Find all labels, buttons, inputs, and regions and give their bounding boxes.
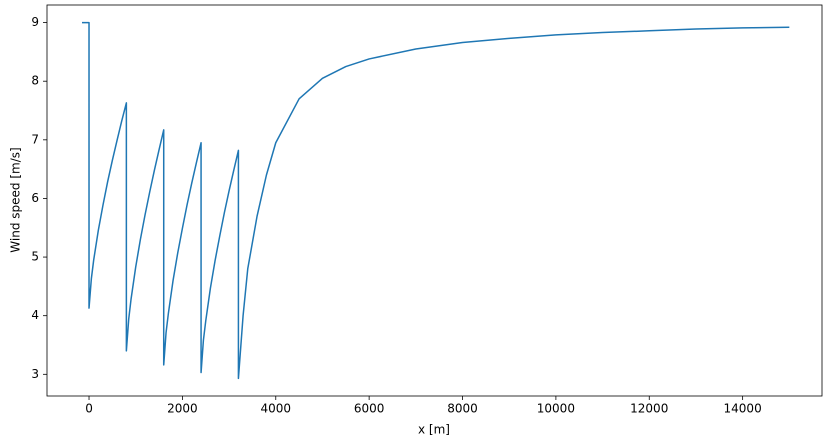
- y-axis-label: Wind speed [m/s]: [9, 147, 23, 252]
- y-tick-label: 8: [31, 74, 39, 88]
- x-tick-label: 4000: [260, 402, 291, 416]
- x-tick-label: 8000: [447, 402, 478, 416]
- x-axis-label: x [m]: [418, 423, 450, 437]
- y-tick-label: 7: [31, 132, 39, 146]
- y-tick-label: 4: [31, 308, 39, 322]
- y-tick-label: 3: [31, 367, 39, 381]
- y-tick-label: 5: [31, 250, 39, 264]
- x-tick-label: 2000: [167, 402, 198, 416]
- plot-frame: [46, 4, 823, 397]
- x-tick-label: 14000: [724, 402, 762, 416]
- x-tick-label: 6000: [354, 402, 385, 416]
- y-tick-label: 9: [31, 15, 39, 29]
- data-line: [82, 21, 790, 380]
- x-tick-label: 12000: [630, 402, 668, 416]
- y-tick-label: 6: [31, 191, 39, 205]
- x-tick-label: 0: [85, 402, 93, 416]
- x-tick-label: 10000: [537, 402, 575, 416]
